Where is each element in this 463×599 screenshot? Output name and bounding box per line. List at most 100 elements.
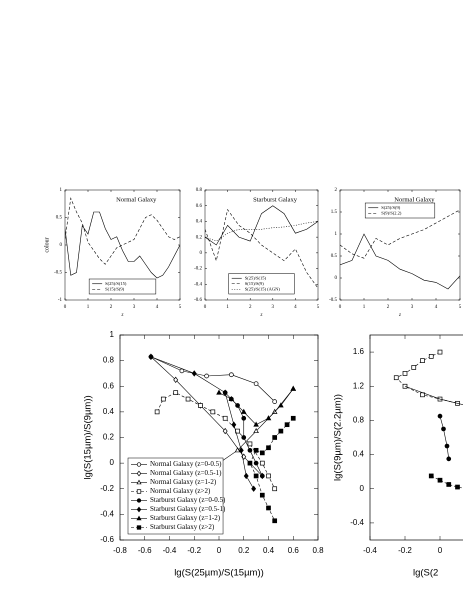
marker [148, 353, 154, 360]
y-tick-label: 0.8 [353, 416, 365, 425]
y-tick-label: 1.2 [353, 381, 365, 390]
marker [259, 492, 265, 498]
chart-title: Starburst Galaxy [253, 196, 298, 203]
y-tick-label: 1.5 [331, 210, 338, 215]
marker [198, 403, 203, 408]
marker [241, 435, 247, 440]
legend-marker [136, 462, 142, 467]
series-line [150, 356, 275, 402]
legend-label: Starburst Galaxy (z=1-2) [150, 514, 221, 522]
y-tick-label: -0.5 [329, 298, 337, 303]
y-axis-label: lg(S(15µm)/S(9µm)) [83, 395, 94, 479]
legend-label: Starburst Galaxy (z=0.5-1) [150, 505, 226, 513]
marker [234, 447, 241, 453]
y-tick-label: 0 [360, 484, 365, 493]
legend-label: S(25)/S(9) [381, 205, 401, 210]
x-tick-label: 4 [435, 305, 438, 310]
y-tick-label: -0.5 [54, 271, 62, 276]
plot-area [393, 349, 463, 490]
x-tick-label: -0.2 [187, 546, 201, 555]
y-tick-label: -0.2 [194, 267, 202, 272]
plot-area [148, 353, 297, 524]
y-tick-label: 0 [200, 251, 203, 256]
marker [266, 505, 271, 511]
legend-label: S(9)/S(2.2) [381, 210, 402, 215]
marker [173, 376, 179, 384]
legend-box [228, 273, 295, 295]
legend-label: S(25)/S(15) [245, 275, 267, 280]
marker [243, 472, 249, 480]
y-axis-label: colour [44, 237, 50, 252]
x-tick-label: 0.8 [312, 546, 324, 555]
marker [238, 447, 244, 454]
y-tick-label: 0 [60, 243, 63, 248]
marker [441, 426, 446, 432]
y-tick-label: 0.8 [103, 356, 115, 365]
legend-label: Normal Galaxy (z=0.5-1) [150, 469, 222, 477]
y-tick-label: 0.4 [196, 220, 203, 225]
y-tick-label: -0.4 [350, 518, 364, 527]
x-tick-label: 3 [272, 305, 275, 310]
x-tick-label: 2 [387, 305, 390, 310]
legend-label: Normal Galaxy (z=0-0.5) [150, 460, 222, 468]
legend-marker [136, 506, 142, 513]
frame [369, 334, 463, 541]
legend-label: S(25)/S(15) (AGN) [245, 286, 281, 291]
y-tick-label: 0.2 [103, 433, 115, 442]
y-tick-label: -0.4 [100, 509, 114, 518]
marker [278, 402, 284, 408]
marker [210, 409, 216, 415]
y-tick-label: -0.6 [100, 535, 114, 544]
marker [446, 456, 452, 462]
x-tick-label: 0 [64, 305, 67, 310]
x-tick-label: 0.2 [238, 546, 250, 555]
marker [428, 354, 434, 359]
plot-area [205, 205, 318, 289]
marker [247, 447, 253, 453]
y-tick-label: -0.6 [194, 298, 202, 303]
marker [253, 381, 259, 387]
x-tick-label: 1 [363, 305, 366, 310]
y-tick-label: -1 [58, 298, 63, 303]
series-line [439, 416, 450, 459]
marker [222, 415, 228, 421]
marker [222, 427, 228, 435]
plot-area [65, 197, 180, 279]
plot-area [340, 209, 460, 290]
marker [251, 485, 257, 492]
legend-marker [136, 498, 142, 503]
marker [204, 373, 209, 379]
y-axis-label: lg(S(9µm)/S(2.2µm)) [333, 394, 344, 481]
y-tick-label: 1 [110, 330, 115, 339]
legend-label: Normal Galaxy (z=1-2) [150, 478, 217, 486]
marker [259, 460, 265, 466]
legend-label: S(25)/S(15) [105, 281, 127, 286]
series-line [340, 233, 460, 290]
marker [173, 390, 179, 396]
legend-marker [136, 479, 142, 485]
marker [420, 358, 425, 363]
panel: -0.4 -0.2 0 -0.4 0 0.4 0.8 1.2 1.6 lg(S(2 lg(S(9µm… [333, 334, 463, 579]
marker [259, 473, 265, 479]
y-tick-label: 0 [335, 276, 338, 281]
y-tick-label: 1 [335, 232, 338, 237]
marker [437, 477, 443, 483]
x-axis-label: z [398, 313, 401, 318]
marker [253, 447, 259, 453]
legend-box [127, 457, 224, 535]
y-tick-label: 0.6 [103, 381, 115, 390]
series-line [340, 209, 460, 259]
x-tick-label: 4 [156, 305, 159, 310]
x-tick-label: 4 [294, 305, 297, 310]
marker [154, 409, 160, 415]
x-axis-label: lg(S(2 [413, 568, 438, 579]
y-tick-label: 0.4 [353, 450, 365, 459]
marker [216, 389, 222, 395]
frame [204, 189, 319, 301]
legend-label: Starburst Galaxy (z>2) [150, 523, 215, 531]
x-tick-label: 0 [204, 305, 207, 310]
legend-marker [136, 525, 142, 530]
legend-marker [136, 515, 142, 521]
x-tick-label: -0.6 [138, 546, 152, 555]
